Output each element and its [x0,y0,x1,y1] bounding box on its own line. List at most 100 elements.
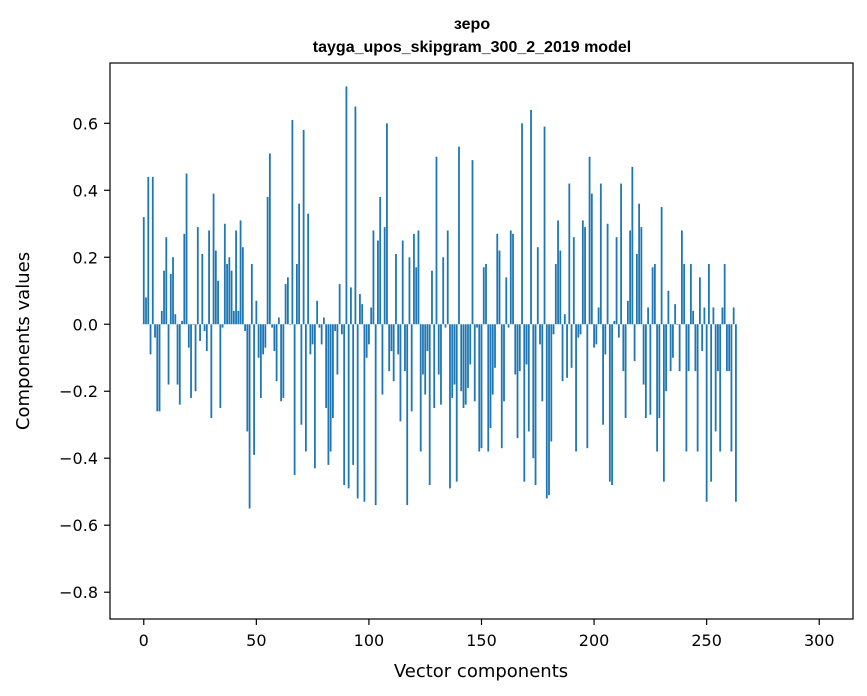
bar [615,237,618,325]
bar [352,324,355,465]
bar [656,324,659,452]
y-tick-label: −0.2 [59,382,98,401]
bar [316,300,319,325]
y-tick-label: −0.4 [59,449,98,468]
bar [311,324,314,345]
bar [545,324,548,499]
bar [491,324,494,395]
bar [667,290,670,325]
bar [584,227,586,325]
bar [642,324,645,385]
bar [696,324,699,452]
bar [633,324,636,362]
chart-title: зеро [454,16,490,33]
bar [689,263,692,325]
bar [460,324,463,392]
bar [325,324,328,408]
bar [624,324,627,419]
bar [581,220,584,325]
bar [300,324,303,425]
bar [307,213,310,325]
bar [424,324,427,395]
bar [415,267,418,325]
y-tick-label: 0.2 [73,248,98,267]
bar [708,263,710,325]
bar [658,324,661,419]
bar [313,324,316,469]
y-tick-label: −0.6 [59,516,98,535]
bar [433,324,436,408]
bar [413,233,415,325]
bar [390,324,393,352]
bar [151,176,154,325]
bar [280,324,283,402]
bar [298,203,301,325]
bar [703,307,706,325]
bar [158,324,161,412]
bar [275,324,278,382]
bar [374,324,377,506]
bar [156,324,159,412]
y-tick-label: 0.4 [73,181,98,200]
bar [723,263,726,325]
x-axis-ticks: 0 50 100 150 200 250 300 [139,619,835,650]
bar [291,119,294,325]
bar [640,227,643,325]
bar [687,324,690,372]
bar [386,123,388,325]
bar [217,280,219,325]
bar [295,263,298,325]
bar [597,307,600,325]
bar [329,324,332,452]
x-tick-label: 300 [804,631,835,650]
bar [259,324,262,398]
bar [336,324,339,375]
bar [365,324,368,358]
bar [341,324,343,335]
bar [561,324,564,382]
bar [232,310,235,325]
bar [559,250,562,325]
bar [255,300,258,325]
bar [676,324,679,325]
bar [575,324,577,452]
bar [406,324,409,506]
bar [327,324,330,465]
bar [680,230,683,325]
bar [444,324,447,328]
bar [671,324,674,358]
y-axis-label: Components values [13,252,34,430]
x-tick-label: 100 [354,631,385,650]
bar [147,176,150,325]
bar [674,304,677,325]
bar [194,324,197,392]
bar [449,324,451,489]
bar [622,324,625,372]
bar [248,324,251,509]
bar [293,324,296,475]
bar [683,263,686,325]
x-tick-label: 250 [691,631,722,650]
bar [455,324,458,482]
bar [154,324,156,338]
bar [638,203,641,325]
chart-subtitle: tayga_upos_skipgram_300_2_2019 model [313,39,631,56]
plot-frame [109,62,854,620]
bar [719,324,722,452]
bar [286,277,289,325]
bar [399,324,402,422]
bar [395,253,397,325]
bar [467,324,469,388]
bar [199,324,201,341]
bar [530,109,532,325]
bar [377,240,379,325]
bar [482,267,485,325]
bar [507,324,510,328]
bar [534,324,537,486]
bar [620,183,622,325]
bar [608,324,611,482]
bar [183,233,186,325]
bar [514,324,517,375]
bar [237,310,240,325]
bar [356,324,359,499]
